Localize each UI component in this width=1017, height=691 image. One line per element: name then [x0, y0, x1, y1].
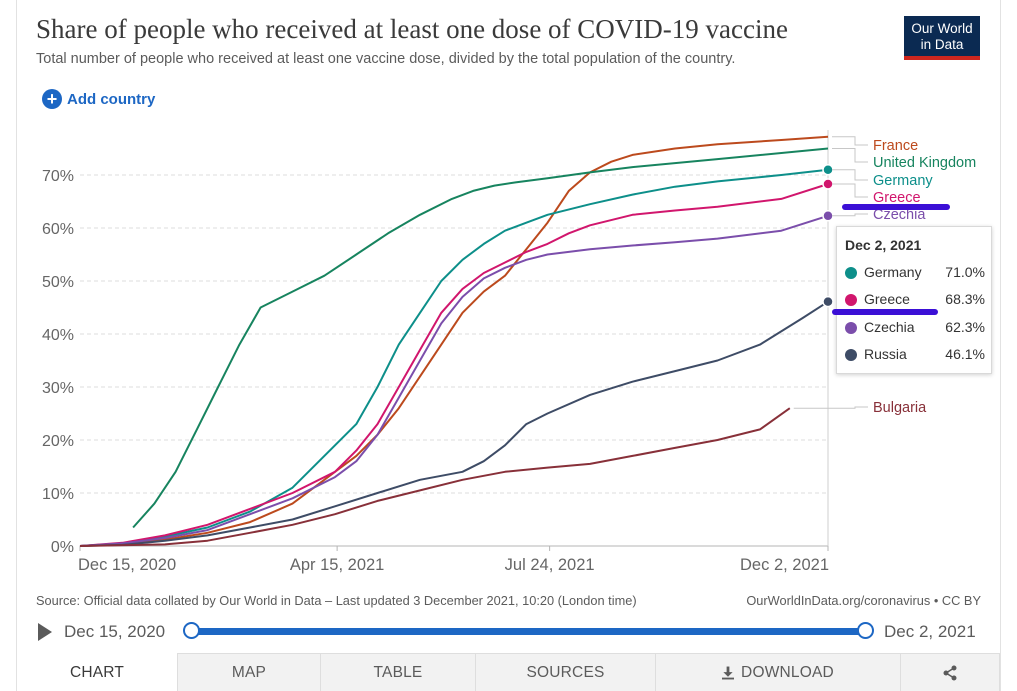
tab-chart[interactable]: CHART — [17, 653, 177, 691]
tooltip-country: Czechia — [864, 319, 915, 335]
y-tick-label: 30% — [42, 380, 74, 397]
add-country-button[interactable]: + Add country — [42, 89, 155, 109]
download-icon — [722, 666, 735, 679]
tooltip-dot — [845, 294, 857, 306]
series-line-france — [79, 135, 829, 547]
tab-table-label: TABLE — [373, 663, 423, 681]
timeline: Dec 15, 2020 Dec 2, 2021 — [36, 619, 986, 645]
legend-label: Czechia — [873, 207, 926, 223]
legend-label: Germany — [873, 173, 933, 189]
tooltip-dot — [845, 322, 857, 334]
tab-download-label: DOWNLOAD — [741, 663, 834, 681]
logo-line-1: Our World — [911, 21, 973, 36]
chart-subtitle: Total number of people who received at l… — [36, 51, 736, 67]
tooltip-row-russia: Russia 46.1% — [845, 346, 985, 364]
legend-label: United Kingdom — [873, 155, 976, 171]
y-tick-label: 50% — [42, 274, 74, 291]
timeline-start-date: Dec 15, 2020 — [64, 622, 166, 641]
legend-label: Bulgaria — [873, 400, 927, 416]
tooltip-value: 68.3% — [945, 291, 985, 307]
chart-frame — [16, 0, 1001, 691]
tab-map[interactable]: MAP — [177, 653, 320, 691]
tooltip-value: 62.3% — [945, 319, 985, 335]
tab-bar: CHART MAP TABLE SOURCES DOWNLOAD — [17, 653, 1000, 691]
y-tick-label: 10% — [42, 486, 74, 503]
play-icon[interactable] — [38, 623, 52, 641]
tooltip-row-czechia: Czechia 62.3% — [845, 319, 985, 337]
hover-dot — [822, 178, 834, 190]
add-country-label: Add country — [67, 90, 156, 108]
hover-dot — [822, 210, 834, 222]
tooltip-value: 46.1% — [945, 346, 985, 362]
tooltip-row-greece: Greece 68.3% — [845, 291, 985, 309]
x-tick-label: Jul 24, 2021 — [505, 556, 595, 574]
legend-connector — [832, 183, 868, 198]
logo-bar — [904, 56, 980, 60]
series-line-czechia — [79, 214, 829, 547]
tooltip-dot — [845, 349, 857, 361]
tooltip-country: Greece — [864, 291, 910, 307]
tooltip-dot — [845, 267, 857, 279]
timeline-end-handle[interactable] — [857, 622, 874, 639]
tab-table[interactable]: TABLE — [320, 653, 475, 691]
tab-sources-label: SOURCES — [526, 663, 605, 681]
legend-connector — [832, 136, 868, 146]
x-tick-label: Apr 15, 2021 — [290, 556, 385, 574]
license-link[interactable]: OurWorldInData.org/coronavirus • CC BY — [746, 593, 981, 608]
tab-sources[interactable]: SOURCES — [475, 653, 655, 691]
tooltip-value: 71.0% — [945, 264, 985, 280]
legend-connector — [832, 169, 868, 181]
series-line-greece — [79, 183, 829, 547]
hover-tooltip: Dec 2, 2021 Germany 71.0% Greece 68.3% C… — [836, 226, 992, 374]
legend-connector — [793, 406, 868, 409]
tooltip-country: Germany — [864, 264, 922, 280]
series-line-united-kingdom — [132, 147, 829, 529]
tab-share[interactable] — [900, 653, 1000, 691]
tooltip-country: Russia — [864, 346, 907, 362]
legend-label: France — [873, 138, 918, 154]
plus-circle-icon: + — [42, 89, 62, 109]
tab-chart-label: CHART — [69, 663, 125, 681]
tab-map-label: MAP — [231, 663, 267, 681]
y-tick-label: 70% — [42, 168, 74, 185]
tooltip-date: Dec 2, 2021 — [845, 237, 922, 253]
source-note: Source: Official data collated by Our Wo… — [36, 593, 637, 608]
y-tick-label: 20% — [42, 433, 74, 450]
timeline-start-handle[interactable] — [183, 622, 200, 639]
timeline-track[interactable] — [191, 628, 866, 635]
share-icon — [943, 665, 957, 680]
hover-dot — [822, 163, 834, 176]
legend-connector — [832, 148, 868, 163]
x-tick-label: Dec 2, 2021 — [740, 556, 829, 574]
series-line-bulgaria — [79, 407, 791, 547]
y-tick-label: 40% — [42, 327, 74, 344]
logo-line-2: in Data — [920, 37, 964, 52]
legend-label: Greece — [873, 190, 921, 206]
x-tick-label: Dec 15, 2020 — [78, 556, 176, 574]
annotation-bar-legend — [842, 204, 950, 210]
chart-title: Share of people who received at least on… — [36, 14, 788, 44]
line-chart[interactable]: 0% 10% 20% 30% 40% 50% 60% 70% Dec 15, 2020 Apr 1… — [0, 0, 1017, 600]
timeline-end-date: Dec 2, 2021 — [884, 622, 976, 641]
y-tick-label: 60% — [42, 221, 74, 238]
hover-dot — [822, 295, 834, 308]
series-line-germany — [79, 168, 829, 547]
series-line-russia — [79, 300, 829, 547]
tooltip-row-germany: Germany 71.0% — [845, 264, 985, 282]
owid-logo[interactable]: Our World in Data — [904, 16, 980, 60]
annotation-bar-tooltip — [832, 309, 938, 315]
y-tick-label: 0% — [51, 539, 74, 556]
legend-connector — [832, 213, 868, 217]
tab-download[interactable]: DOWNLOAD — [655, 653, 900, 691]
